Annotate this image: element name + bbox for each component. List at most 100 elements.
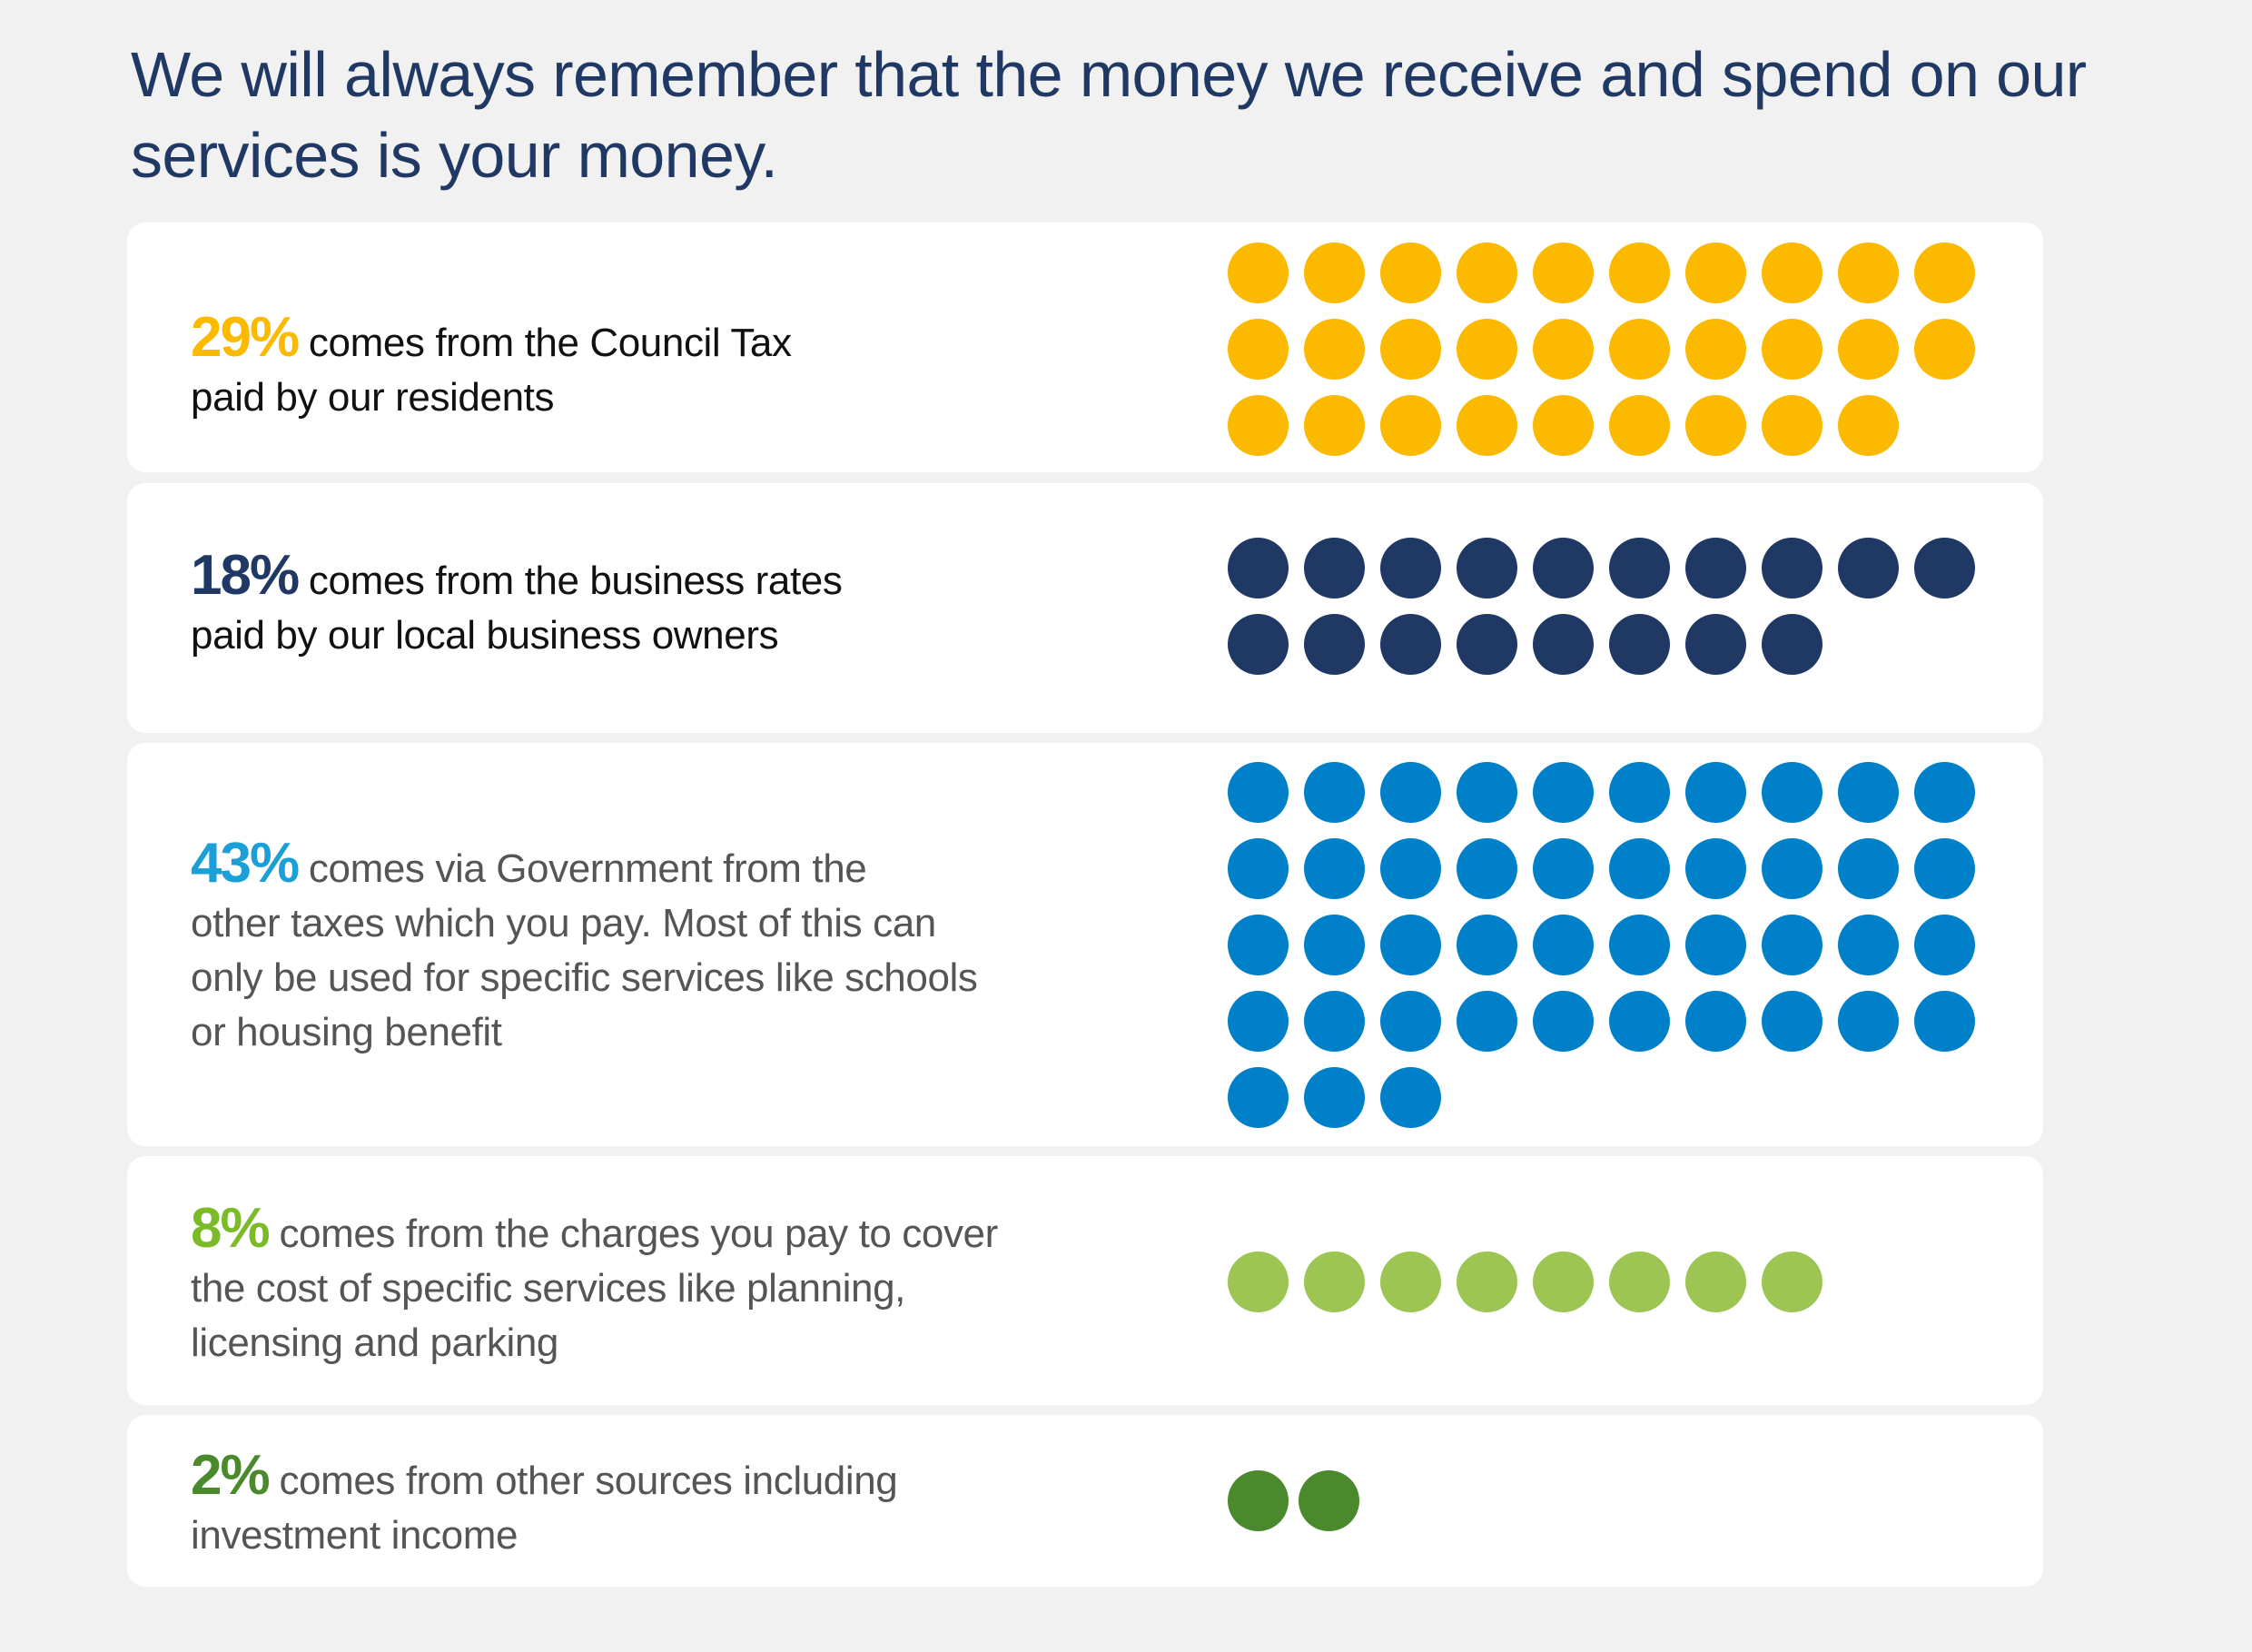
description-text: comes from the business rates (308, 559, 843, 603)
percent-dot-icon (1228, 915, 1289, 975)
income-card-other-sources: 2% comes from other sources including inv… (127, 1415, 2043, 1587)
description-text: licensing and parking (191, 1321, 558, 1365)
page-title: We will always remember that the money w… (131, 35, 2174, 196)
description-line: other taxes which you pay. Most of this … (191, 896, 1153, 951)
percent-dot-icon (1380, 762, 1441, 823)
description-text: comes from other sources including (279, 1459, 898, 1503)
percent-dot-icon (1457, 395, 1517, 456)
percent-dot-icon (1762, 915, 1822, 975)
percent-dot-icon (1838, 991, 1899, 1052)
percent-dot-icon (1228, 1251, 1289, 1312)
percent-dot-icon (1533, 838, 1594, 899)
dot-grid (1228, 762, 1975, 1128)
percent-dot-icon (1609, 762, 1670, 823)
percentage-value: 2% (191, 1444, 271, 1507)
income-card-business-rates: 18% comes from the business rates paid by… (127, 483, 2043, 733)
percent-dot-icon (1762, 319, 1822, 380)
percent-dot-icon (1304, 915, 1365, 975)
percent-dot-icon (1457, 1251, 1517, 1312)
percent-dot-icon (1914, 319, 1975, 380)
percent-dot-icon (1914, 762, 1975, 823)
description-text: other taxes which you pay. Most of this … (191, 901, 936, 945)
percent-dot-icon (1914, 915, 1975, 975)
percent-dot-icon (1914, 538, 1975, 598)
description-text: or housing benefit (191, 1010, 502, 1054)
percent-dot-icon (1228, 991, 1289, 1052)
percent-dot-icon (1533, 395, 1594, 456)
percent-dot-icon (1457, 319, 1517, 380)
percent-dot-icon (1533, 1251, 1594, 1312)
percent-dot-icon (1838, 838, 1899, 899)
dot-grid (1228, 242, 1975, 456)
percent-dot-icon (1762, 614, 1822, 675)
percent-dot-icon (1533, 538, 1594, 598)
percent-dot-icon (1380, 838, 1441, 899)
percent-dot-icon (1457, 614, 1517, 675)
percent-dot-icon (1299, 1470, 1359, 1531)
percent-dot-icon (1380, 395, 1441, 456)
percent-dot-icon (1685, 242, 1746, 303)
percent-dot-icon (1533, 319, 1594, 380)
percent-dot-icon (1609, 1251, 1670, 1312)
percent-dot-icon (1304, 838, 1365, 899)
percent-dot-icon (1685, 838, 1746, 899)
percentage-value: 8% (191, 1197, 271, 1260)
description-line: 18% comes from the business rates (191, 548, 1153, 608)
percent-dot-icon (1685, 614, 1746, 675)
description-line: 2% comes from other sources including (191, 1448, 1153, 1509)
dot-grid (1228, 1251, 1975, 1312)
description-line: only be used for specific services like … (191, 951, 1153, 1005)
dot-grid (1228, 538, 1975, 675)
percent-dot-icon (1685, 319, 1746, 380)
percent-dot-icon (1304, 319, 1365, 380)
description-text: comes via Government from the (308, 846, 867, 891)
percent-dot-icon (1228, 614, 1289, 675)
percent-dot-icon (1838, 242, 1899, 303)
description-line: licensing and parking (191, 1316, 1153, 1370)
percent-dot-icon (1609, 242, 1670, 303)
percent-dot-icon (1685, 1251, 1746, 1312)
percent-dot-icon (1380, 242, 1441, 303)
percent-dot-icon (1685, 915, 1746, 975)
percent-dot-icon (1609, 538, 1670, 598)
income-description: 43% comes via Government from the other t… (191, 836, 1153, 1060)
income-description: 8% comes from the charges you pay to cov… (191, 1201, 1153, 1370)
percent-dot-icon (1304, 538, 1365, 598)
description-text: comes from the Council Tax (308, 321, 792, 365)
percent-dot-icon (1914, 242, 1975, 303)
percent-dot-icon (1762, 838, 1822, 899)
percent-dot-icon (1380, 1067, 1441, 1128)
percent-dot-icon (1457, 538, 1517, 598)
dot-grid (1228, 1470, 1926, 1531)
income-card-government: 43% comes via Government from the other t… (127, 743, 2043, 1146)
percent-dot-icon (1533, 614, 1594, 675)
percent-dot-icon (1228, 1067, 1289, 1128)
percent-dot-icon (1609, 915, 1670, 975)
percent-dot-icon (1685, 762, 1746, 823)
percent-dot-icon (1228, 319, 1289, 380)
percent-dot-icon (1228, 1470, 1289, 1531)
percent-dot-icon (1609, 991, 1670, 1052)
income-description: 18% comes from the business rates paid by… (191, 548, 1153, 663)
percent-dot-icon (1457, 242, 1517, 303)
percent-dot-icon (1228, 538, 1289, 598)
percent-dot-icon (1304, 1251, 1365, 1312)
percent-dot-icon (1380, 915, 1441, 975)
percent-dot-icon (1838, 395, 1899, 456)
income-card-council-tax: 29% comes from the Council Tax paid by ou… (127, 223, 2043, 472)
description-text: paid by our local business owners (191, 613, 779, 658)
percent-dot-icon (1609, 838, 1670, 899)
description-line: paid by our residents (191, 371, 1153, 425)
percent-dot-icon (1838, 538, 1899, 598)
percent-dot-icon (1762, 395, 1822, 456)
percent-dot-icon (1762, 1251, 1822, 1312)
percent-dot-icon (1914, 838, 1975, 899)
percent-dot-icon (1533, 762, 1594, 823)
percent-dot-icon (1228, 242, 1289, 303)
percent-dot-icon (1685, 395, 1746, 456)
percent-dot-icon (1457, 838, 1517, 899)
title-line-2: services is your money. (131, 120, 778, 191)
description-text: comes from the charges you pay to cover (279, 1212, 998, 1256)
percent-dot-icon (1685, 538, 1746, 598)
percent-dot-icon (1457, 991, 1517, 1052)
